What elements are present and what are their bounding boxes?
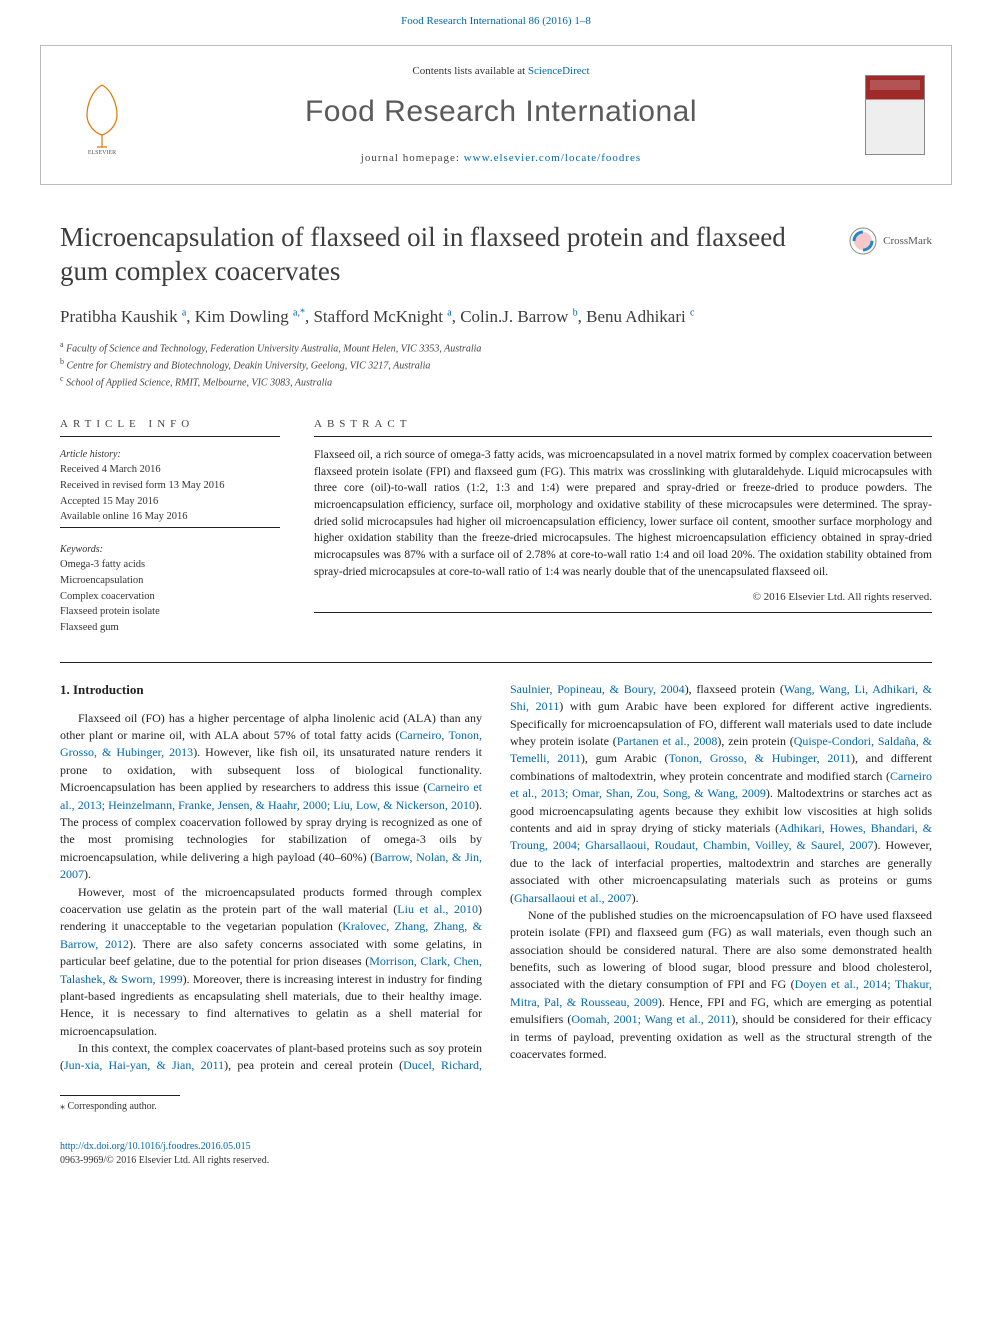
body-paragraph: None of the published studies on the mic… [510,907,932,1064]
abstract-text: Flaxseed oil, a rich source of omega-3 f… [314,447,932,580]
journal-banner: ELSEVIER Contents lists available at Sci… [40,45,952,185]
issn-line: 0963-9969/© 2016 Elsevier Ltd. All right… [60,1154,932,1168]
body-paragraph: Flaxseed oil (FO) has a higher percentag… [60,710,482,884]
text-run: ), zein protein ( [717,734,793,748]
affiliation-line: c School of Applied Science, RMIT, Melbo… [60,373,932,390]
text-run: ), gum Arabic ( [581,751,669,765]
citation-link[interactable]: Gharsallaoui et al., 2007 [514,891,632,905]
citation-link[interactable]: Tonon, Grosso, & Hubinger, 2011 [669,751,851,765]
authors-line: Pratibha Kaushik a, Kim Dowling a,*, Sta… [60,305,932,329]
abstract-rule [314,436,932,437]
banner-center: Contents lists available at ScienceDirec… [147,64,855,167]
info-abstract-row: ARTICLE INFO Article history: Received 4… [60,417,932,636]
text-run: ). [632,891,639,905]
keywords-block: Keywords: Omega-3 fatty acids Microencap… [60,542,280,636]
journal-ref-line: Food Research International 86 (2016) 1–… [0,0,992,37]
homepage-label: journal homepage: [361,152,464,164]
article-info-col: ARTICLE INFO Article history: Received 4… [60,417,280,636]
history-line: Received in revised form 13 May 2016 [60,478,280,494]
crossmark-icon [849,227,877,255]
abstract-heading: ABSTRACT [314,417,932,432]
keyword: Flaxseed gum [60,620,280,636]
citation-link[interactable]: Jun-xia, Hai-yan, & Jian, 2011 [64,1058,224,1072]
contents-line: Contents lists available at ScienceDirec… [147,64,855,79]
body-paragraph: However, most of the microencapsulated p… [60,884,482,1041]
affiliations: a Faculty of Science and Technology, Fed… [60,339,932,391]
citation-link[interactable]: Liu et al., 2010 [397,902,478,916]
keyword: Microencapsulation [60,573,280,589]
affiliation-line: b Centre for Chemistry and Biotechnology… [60,356,932,373]
history-label: Article history: [60,447,280,462]
crossmark-label: CrossMark [883,234,932,249]
citation-link[interactable]: Oomah, 2001; Wang et al., 2011 [571,1012,731,1026]
sciencedirect-link[interactable]: ScienceDirect [528,65,590,77]
homepage-line: journal homepage: www.elsevier.com/locat… [147,151,855,166]
banner-right [855,75,935,155]
info-rule [60,436,280,437]
keyword: Omega-3 fatty acids [60,557,280,573]
abstract-col: ABSTRACT Flaxseed oil, a rich source of … [314,417,932,636]
section-heading: 1. Introduction [60,681,482,700]
footnote-rule [60,1095,180,1096]
keywords-label: Keywords: [60,542,280,557]
info-rule [60,527,280,528]
journal-name: Food Research International [147,91,855,133]
article-info-heading: ARTICLE INFO [60,417,280,432]
svg-text:ELSEVIER: ELSEVIER [88,150,116,155]
citation-link[interactable]: Partanen et al., 2008 [617,734,718,748]
crossmark-badge[interactable]: CrossMark [849,227,932,255]
article-history: Article history: Received 4 March 2016 R… [60,447,280,525]
abstract-rule [314,612,932,613]
journal-cover-icon [865,75,925,155]
article-title: Microencapsulation of flaxseed oil in fl… [60,221,932,289]
text-run: ), pea protein and cereal protein ( [224,1058,403,1072]
history-line: Accepted 15 May 2016 [60,494,280,510]
page-footer: http://dx.doi.org/10.1016/j.foodres.2016… [60,1140,932,1168]
elsevier-logo-wrap: ELSEVIER [57,75,147,155]
contents-prefix: Contents lists available at [412,65,527,77]
copyright-line: © 2016 Elsevier Ltd. All rights reserved… [314,590,932,605]
keyword: Flaxseed protein isolate [60,604,280,620]
section-divider [60,662,932,663]
keyword: Complex coacervation [60,589,280,605]
affiliation-line: a Faculty of Science and Technology, Fed… [60,339,932,356]
elsevier-tree-icon: ELSEVIER [67,75,137,155]
history-line: Received 4 March 2016 [60,462,280,478]
text-run: ). [84,867,91,881]
body-columns: 1. Introduction Flaxseed oil (FO) has a … [40,681,952,1075]
homepage-url[interactable]: www.elsevier.com/locate/foodres [464,152,642,164]
doi-link[interactable]: http://dx.doi.org/10.1016/j.foodres.2016… [60,1140,932,1154]
text-run: ), flaxseed protein ( [685,682,784,696]
corresponding-author-footnote: ⁎ Corresponding author. [60,1100,932,1114]
history-line: Available online 16 May 2016 [60,509,280,525]
article-head: CrossMark Microencapsulation of flaxseed… [60,221,932,289]
